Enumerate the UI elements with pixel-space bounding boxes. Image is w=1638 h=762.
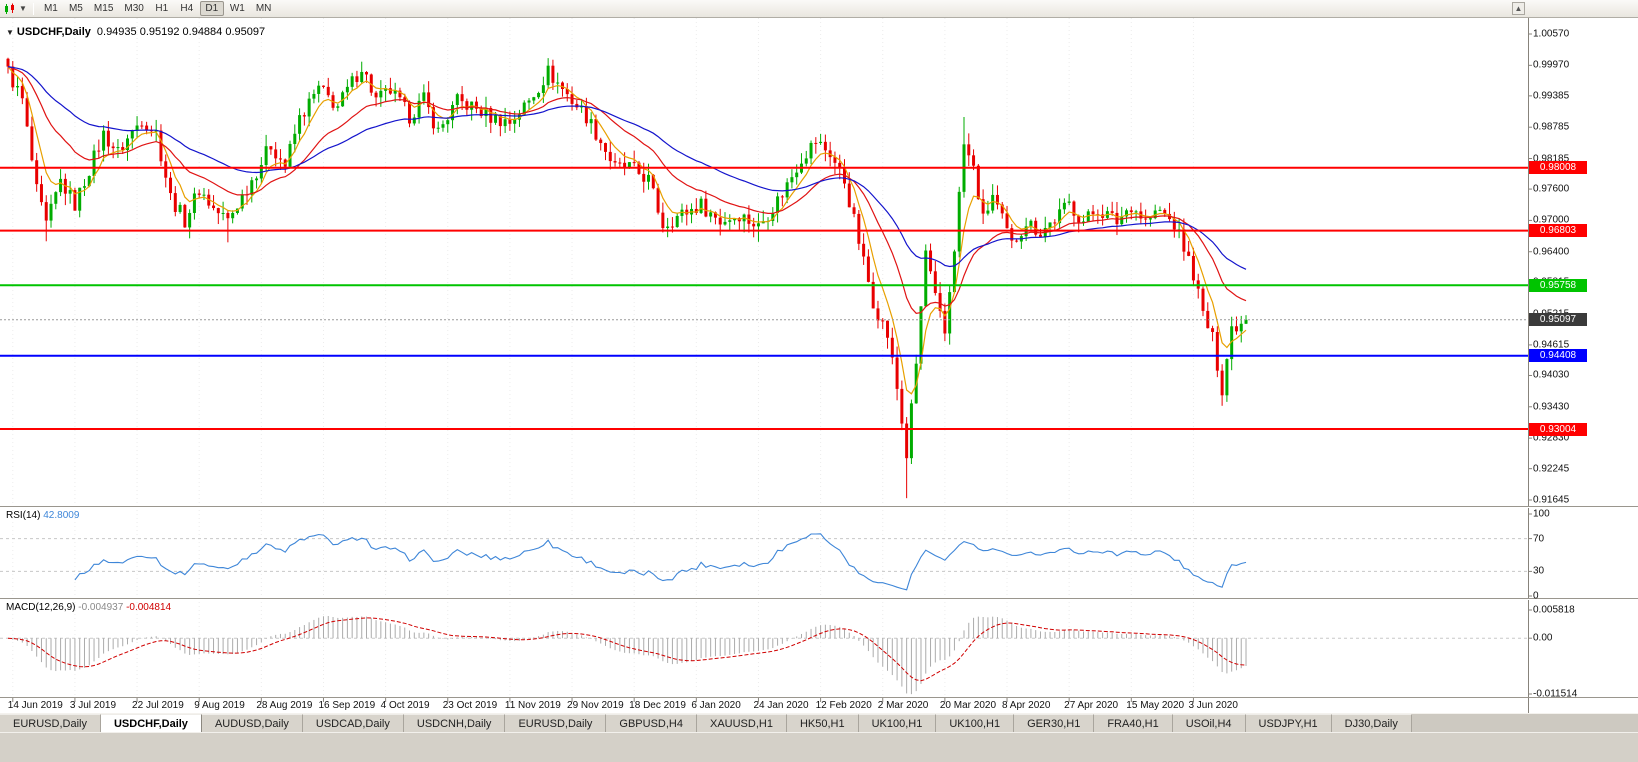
chart-tab[interactable]: XAUUSD,H1 <box>696 714 787 733</box>
timeframe-button-m1[interactable]: M1 <box>43 3 58 14</box>
status-bar <box>0 732 1638 762</box>
scroll-up-button[interactable]: ▲ <box>1512 2 1525 15</box>
timeframe-button-w1[interactable]: W1 <box>229 3 245 14</box>
chart-tab[interactable]: FRA40,H1 <box>1094 714 1173 733</box>
chart-type-icon[interactable] <box>4 2 18 16</box>
chart-tab[interactable]: USDCAD,Daily <box>302 714 404 733</box>
chart-tab[interactable]: GER30,H1 <box>1014 714 1095 733</box>
timeframe-button-mn[interactable]: MN <box>255 3 272 14</box>
toolbar-separator <box>32 2 34 15</box>
timeframe-button-m5[interactable]: M5 <box>68 3 83 14</box>
chart-tab[interactable]: USDCHF,Daily <box>100 714 202 733</box>
chart-tab[interactable]: UK100,H1 <box>858 714 937 733</box>
dropdown-caret-icon[interactable]: ▼ <box>19 4 27 13</box>
chart-canvas[interactable] <box>0 18 1638 713</box>
timeframe-toolbar: ▼ M1 M5 M15 M30 H1 H4 D1 W1 MN ▲ <box>0 0 1638 18</box>
chart-tab[interactable]: EURUSD,Daily <box>0 714 101 733</box>
timeframe-button-m15[interactable]: M15 <box>93 3 114 14</box>
chart-tab[interactable]: UK100,H1 <box>936 714 1015 733</box>
chart-tab[interactable]: DJ30,Daily <box>1331 714 1412 733</box>
timeframe-button-d1[interactable]: D1 <box>199 1 224 16</box>
timeframe-button-h4[interactable]: H4 <box>180 3 194 14</box>
timeframe-buttons: M1 M5 M15 M30 H1 H4 D1 W1 MN <box>39 1 277 16</box>
chart-tab[interactable]: USOil,H4 <box>1172 714 1246 733</box>
timeframe-button-m30[interactable]: M30 <box>124 3 144 14</box>
chart-tab[interactable]: HK50,H1 <box>786 714 859 733</box>
chart-area: ▼ USDCHF,Daily 0.94935 0.95192 0.94884 0.9… <box>0 18 1638 713</box>
chart-tab[interactable]: EURUSD,Daily <box>505 714 607 733</box>
chart-tab[interactable]: AUDUSD,Daily <box>201 714 303 733</box>
chart-tab[interactable]: USDJPY,H1 <box>1245 714 1332 733</box>
chart-tab[interactable]: USDCNH,Daily <box>403 714 506 733</box>
timeframe-button-h1[interactable]: H1 <box>155 3 169 14</box>
chart-tab[interactable]: GBPUSD,H4 <box>606 714 697 733</box>
chart-tab-bar: EURUSD,Daily USDCHF,Daily AUDUSD,Daily USDC… <box>0 713 1638 733</box>
